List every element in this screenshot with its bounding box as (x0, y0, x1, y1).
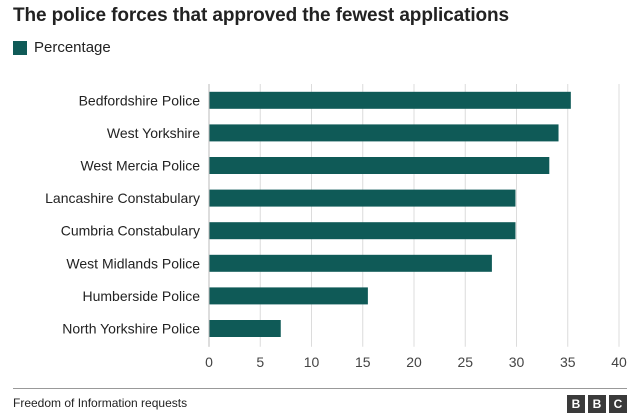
category-label: Lancashire Constabulary (45, 190, 200, 206)
logo-letter: C (609, 395, 627, 413)
category-label: West Mercia Police (80, 158, 200, 174)
bar (209, 320, 281, 337)
category-label: West Yorkshire (107, 125, 200, 141)
chart-title: The police forces that approved the fewe… (13, 5, 509, 26)
category-label: Bedfordshire Police (79, 92, 201, 108)
x-tick-label: 5 (256, 354, 264, 370)
x-tick-label: 0 (205, 354, 213, 370)
bar (209, 124, 559, 142)
x-tick-label: 20 (406, 354, 422, 370)
x-tick-label: 15 (355, 354, 371, 370)
bar (209, 287, 368, 305)
source-note: Freedom of Information requests (13, 396, 188, 410)
footer-divider (13, 388, 627, 389)
logo-letter: B (567, 395, 585, 413)
category-label: Humberside Police (83, 288, 201, 304)
bbc-logo: B B C (567, 395, 627, 413)
x-tick-label: 40 (611, 354, 627, 370)
legend: Percentage (13, 39, 111, 56)
category-label: North Yorkshire Police (62, 321, 200, 337)
category-label: West Midlands Police (66, 255, 200, 271)
bar (209, 222, 516, 240)
bar (209, 91, 571, 109)
x-tick-label: 10 (304, 354, 320, 370)
bar (209, 157, 550, 174)
legend-label: Percentage (34, 39, 111, 56)
x-tick-label: 30 (509, 354, 525, 370)
logo-letter: B (588, 395, 606, 413)
x-tick-label: 25 (457, 354, 473, 370)
bar (209, 254, 492, 272)
x-tick-label: 35 (560, 354, 576, 370)
bar (209, 189, 516, 207)
category-label: Cumbria Constabulary (61, 223, 200, 239)
legend-swatch (13, 40, 27, 55)
